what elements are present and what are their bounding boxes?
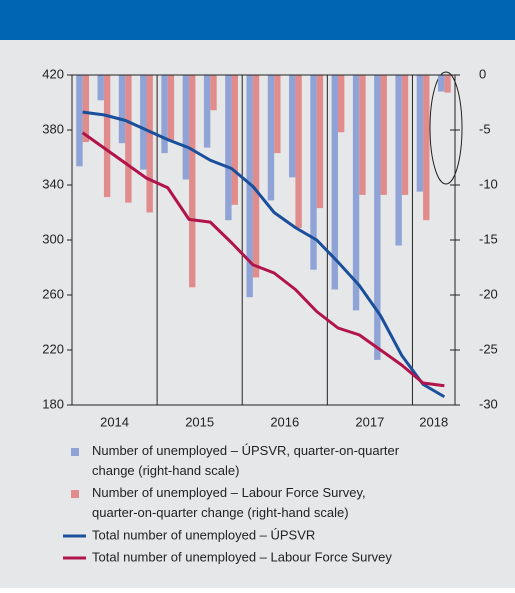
y-tick-label: 340 [42, 176, 64, 191]
line [82, 110, 446, 399]
header-band [0, 0, 515, 40]
bar [289, 75, 296, 178]
bar [182, 75, 190, 180]
bar [444, 75, 451, 93]
legend-label: Number of unemployed – Labour Force Surv… [92, 485, 366, 520]
bar [189, 75, 196, 288]
bar [140, 75, 147, 170]
y-tick-label: 300 [42, 231, 64, 246]
legend-item: Number of unemployed – ÚPSVR, quarter-on… [71, 443, 400, 478]
bar [167, 75, 175, 140]
y-tick-label: 380 [42, 121, 64, 136]
legend-label: Total number of unemployed – ÚPSVR [92, 527, 315, 542]
y2-tick-label: -30 [479, 396, 498, 411]
bar [437, 75, 445, 92]
y-tick-label: 180 [42, 396, 64, 411]
bar [416, 75, 424, 192]
bar [337, 75, 345, 133]
bar [76, 75, 83, 167]
x-tick-label: 2015 [185, 414, 214, 429]
bar [118, 75, 126, 144]
highlight-ellipse [429, 71, 463, 185]
bar [316, 75, 324, 209]
bar [331, 75, 338, 290]
bar [310, 75, 317, 270]
y2-tick-label: -10 [479, 176, 498, 191]
legend-item: Total number of unemployed – Labour Forc… [63, 549, 392, 564]
bar [401, 75, 409, 195]
bar [274, 75, 281, 154]
line [81, 131, 445, 388]
bar [246, 75, 253, 298]
legend-item: Number of unemployed – Labour Force Surv… [71, 485, 366, 520]
legend-item: Total number of unemployed – ÚPSVR [63, 527, 315, 542]
x-tick-label: 2018 [419, 414, 448, 429]
bar [210, 75, 217, 111]
bar [231, 75, 238, 205]
legend-swatch [71, 490, 79, 498]
bar [82, 75, 90, 143]
bar [423, 75, 430, 221]
bar [395, 75, 402, 246]
bar [352, 75, 360, 311]
bar [125, 75, 132, 203]
bar [252, 75, 260, 278]
bar [146, 75, 153, 213]
bar [267, 75, 275, 201]
x-tick-label: 2017 [355, 414, 384, 429]
y-tick-label: 260 [42, 286, 64, 301]
y2-tick-label: -20 [479, 286, 498, 301]
x-tick-label: 2014 [100, 414, 129, 429]
y-tick-label: 220 [42, 341, 64, 356]
bar [103, 75, 111, 198]
bar [161, 75, 168, 154]
bar [225, 75, 232, 221]
y-tick-label: 420 [42, 66, 64, 81]
bar [203, 75, 211, 148]
bar [374, 75, 381, 360]
legend-label: Total number of unemployed – Labour Forc… [92, 549, 392, 564]
bar [359, 75, 366, 195]
y2-tick-label: -25 [479, 341, 498, 356]
bar [97, 75, 104, 101]
legend-swatch [71, 448, 79, 456]
x-tick-label: 2016 [270, 414, 299, 429]
bar [380, 75, 387, 195]
bar [295, 75, 302, 228]
y2-tick-label: -15 [479, 231, 498, 246]
y2-tick-label: -5 [479, 121, 491, 136]
legend-label: Number of unemployed – ÚPSVR, quarter-on… [92, 443, 400, 478]
y2-tick-label: 0 [479, 66, 486, 81]
